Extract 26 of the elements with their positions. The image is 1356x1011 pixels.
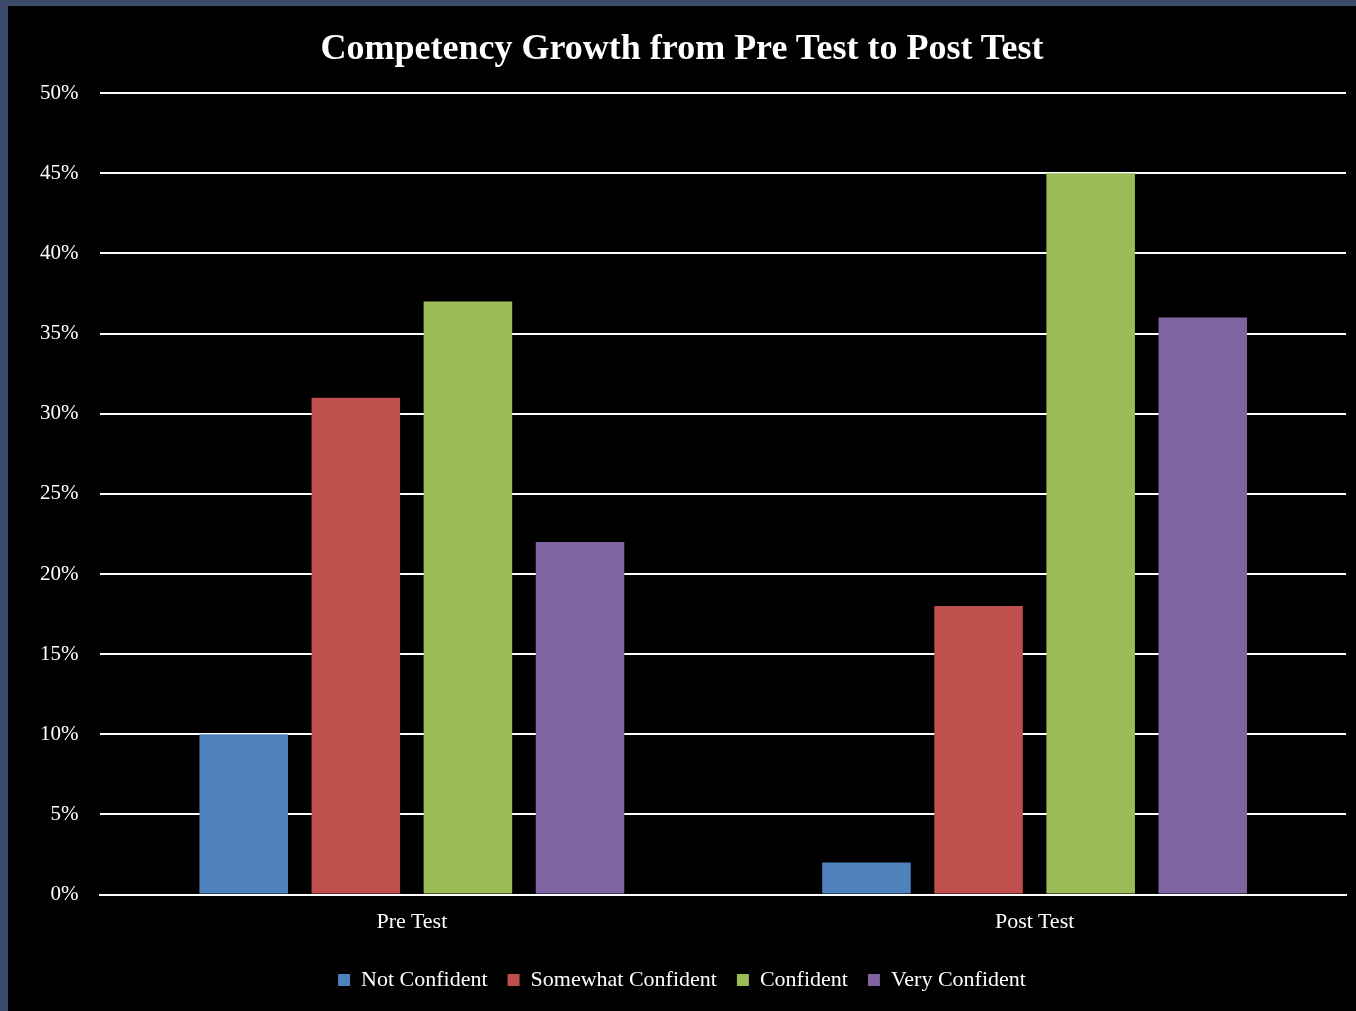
bar bbox=[199, 734, 288, 894]
bar bbox=[423, 301, 513, 894]
legend-label: Somewhat Confident bbox=[530, 965, 717, 991]
x-tick-label: Pre Test bbox=[376, 907, 448, 933]
chart-title: Competency Growth from Pre Test to Post Test bbox=[320, 26, 1044, 67]
y-tick-label: 50% bbox=[39, 79, 79, 104]
legend-label: Not Confident bbox=[361, 965, 488, 991]
legend-label: Confident bbox=[759, 965, 848, 991]
bar bbox=[1158, 317, 1248, 894]
bar bbox=[934, 606, 1023, 894]
y-tick-label: 20% bbox=[39, 560, 79, 585]
bar bbox=[535, 541, 625, 894]
x-tick-label: Post Test bbox=[994, 907, 1075, 933]
y-tick-label: 5% bbox=[50, 800, 79, 825]
y-tick-label: 10% bbox=[39, 720, 79, 745]
y-tick-label: 45% bbox=[39, 159, 79, 184]
bar bbox=[311, 397, 401, 894]
legend-label: Very Confident bbox=[890, 965, 1026, 991]
y-tick-label: 35% bbox=[39, 320, 79, 345]
y-tick-label: 0% bbox=[50, 881, 79, 906]
bar bbox=[822, 862, 911, 894]
y-tick-label: 25% bbox=[39, 480, 79, 505]
y-tick-label: 40% bbox=[39, 240, 79, 264]
y-tick-label: 15% bbox=[39, 640, 79, 665]
bar bbox=[1046, 173, 1135, 894]
y-tick-label: 30% bbox=[39, 400, 79, 425]
